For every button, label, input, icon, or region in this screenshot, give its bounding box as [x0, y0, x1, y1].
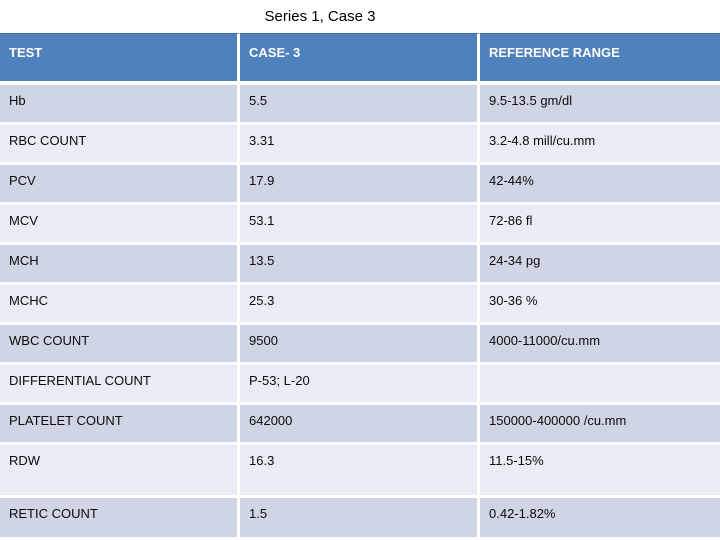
table-row: RDW 16.3 11.5-15% — [0, 445, 720, 498]
cell-test: MCV — [0, 205, 240, 245]
cell-test: RDW — [0, 445, 240, 498]
cell-test: RBC COUNT — [0, 125, 240, 165]
cell-case: P-53; L-20 — [240, 365, 480, 405]
cell-ref: 9.5-13.5 gm/dl — [480, 85, 720, 125]
cell-test: PCV — [0, 165, 240, 205]
cell-ref: 24-34 pg — [480, 245, 720, 285]
cell-case: 5.5 — [240, 85, 480, 125]
table-row: PLATELET COUNT 642000 150000-400000 /cu.… — [0, 405, 720, 445]
table-row: MCV 53.1 72-86 fl — [0, 205, 720, 245]
table-row: RBC COUNT 3.31 3.2-4.8 mill/cu.mm — [0, 125, 720, 165]
cell-ref: 3.2-4.8 mill/cu.mm — [480, 125, 720, 165]
col-header-test: TEST — [0, 33, 240, 85]
cell-test: WBC COUNT — [0, 325, 240, 365]
cell-ref: 0.42-1.82% — [480, 498, 720, 537]
cell-test: DIFFERENTIAL COUNT — [0, 365, 240, 405]
col-header-case: CASE- 3 — [240, 33, 480, 85]
table-row: PCV 17.9 42-44% — [0, 165, 720, 205]
cell-ref — [480, 365, 720, 405]
table-row: MCH 13.5 24-34 pg — [0, 245, 720, 285]
cell-ref: 11.5-15% — [480, 445, 720, 498]
cell-case: 53.1 — [240, 205, 480, 245]
cell-test: Hb — [0, 85, 240, 125]
table-row: WBC COUNT 9500 4000-11000/cu.mm — [0, 325, 720, 365]
slide-title: Series 1, Case 3 — [264, 8, 376, 25]
cell-ref: 4000-11000/cu.mm — [480, 325, 720, 365]
cell-ref: 150000-400000 /cu.mm — [480, 405, 720, 445]
cell-case: 25.3 — [240, 285, 480, 325]
lab-results-table: TEST CASE- 3 REFERENCE RANGE Hb 5.5 9.5-… — [0, 33, 720, 537]
cell-case: 16.3 — [240, 445, 480, 498]
cell-case: 642000 — [240, 405, 480, 445]
cell-case: 9500 — [240, 325, 480, 365]
cell-test: RETIC COUNT — [0, 498, 240, 537]
cell-ref: 72-86 fl — [480, 205, 720, 245]
cell-test: MCHC — [0, 285, 240, 325]
cell-ref: 30-36 % — [480, 285, 720, 325]
cell-case: 13.5 — [240, 245, 480, 285]
cell-case: 17.9 — [240, 165, 480, 205]
cell-case: 1.5 — [240, 498, 480, 537]
table-row: RETIC COUNT 1.5 0.42-1.82% — [0, 498, 720, 537]
cell-ref: 42-44% — [480, 165, 720, 205]
table-row: MCHC 25.3 30-36 % — [0, 285, 720, 325]
table-row: Hb 5.5 9.5-13.5 gm/dl — [0, 85, 720, 125]
cell-test: PLATELET COUNT — [0, 405, 240, 445]
table-row: DIFFERENTIAL COUNT P-53; L-20 — [0, 365, 720, 405]
col-header-reference-range: REFERENCE RANGE — [480, 33, 720, 85]
table-header-row: TEST CASE- 3 REFERENCE RANGE — [0, 33, 720, 85]
cell-test: MCH — [0, 245, 240, 285]
cell-case: 3.31 — [240, 125, 480, 165]
